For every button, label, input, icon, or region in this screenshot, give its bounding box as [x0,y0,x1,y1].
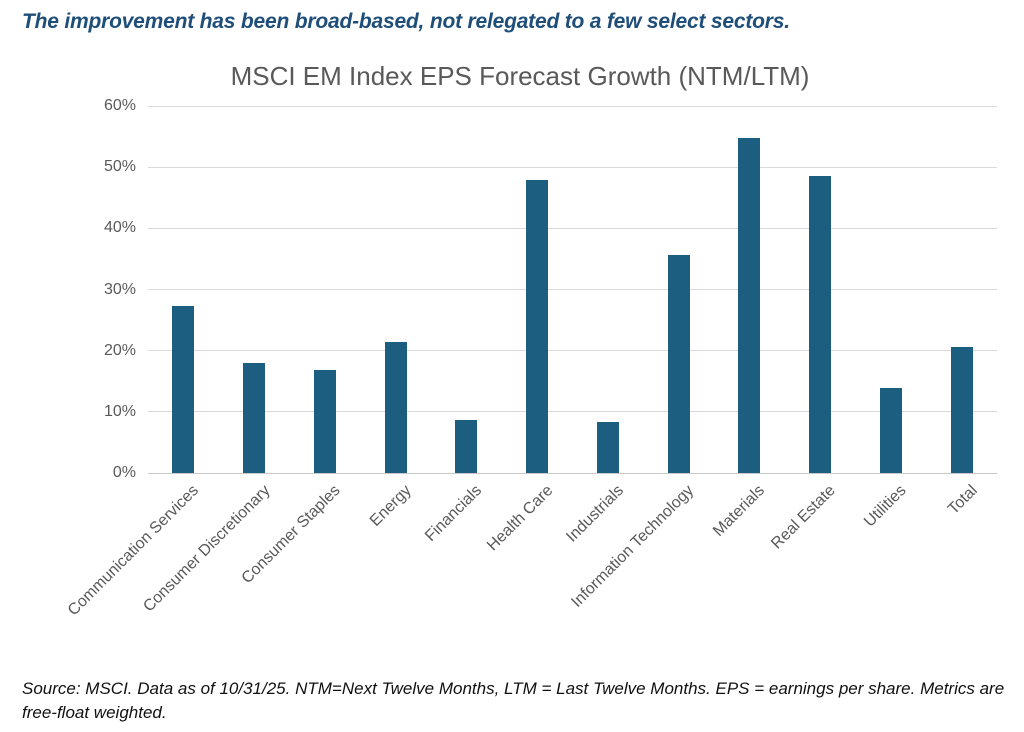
y-axis-tick-label: 50% [103,158,136,176]
y-axis-tick-label: 20% [103,341,136,359]
bar [667,255,690,473]
x-axis-category-label: Energy [366,482,415,530]
headline-text: The improvement has been broad-based, no… [22,10,790,33]
x-axis-category-label: Health Care [483,482,557,555]
bar [526,180,549,473]
x-axis-category-label: Utilities [861,482,910,531]
y-axis-tick-label: 40% [103,219,136,237]
gridline [148,411,997,413]
bar [950,347,973,473]
gridline [148,227,997,229]
plot-area [148,105,997,474]
x-axis-category-label: Information Technology [568,482,698,611]
x-axis-category-label: Consumer Discretionary [139,482,274,616]
chart: MSCI EM Index EPS Forecast Growth (NTM/L… [65,61,997,620]
bar [879,387,902,473]
y-axis-tick-label: 30% [103,280,136,298]
y-axis-tick-label: 10% [103,402,136,420]
x-axis-category-label: Communication Services [65,482,203,620]
bar [243,362,266,473]
x-axis-category-label: Real Estate [768,482,840,553]
bar [596,422,619,473]
chart-title: MSCI EM Index EPS Forecast Growth (NTM/L… [230,61,810,91]
bar [313,370,336,473]
bar [809,176,832,473]
gridline [148,166,997,168]
bar [172,306,195,473]
x-axis-category-label: Total [944,482,981,518]
gridline [148,472,997,474]
y-axis-tick-label: 0% [112,464,136,481]
gridline [148,289,997,290]
bar [384,341,407,473]
x-axis-category-label: Industrials [563,482,627,546]
bar [738,138,761,473]
x-axis-category-label: Materials [710,482,769,540]
source-note: Source: MSCI. Data as of 10/31/25. NTM=N… [22,679,1005,722]
gridline [148,105,997,107]
gridline [148,350,997,352]
bar [455,419,478,473]
y-axis-tick-label: 60% [103,97,136,114]
x-axis-category-label: Financials [422,482,486,545]
